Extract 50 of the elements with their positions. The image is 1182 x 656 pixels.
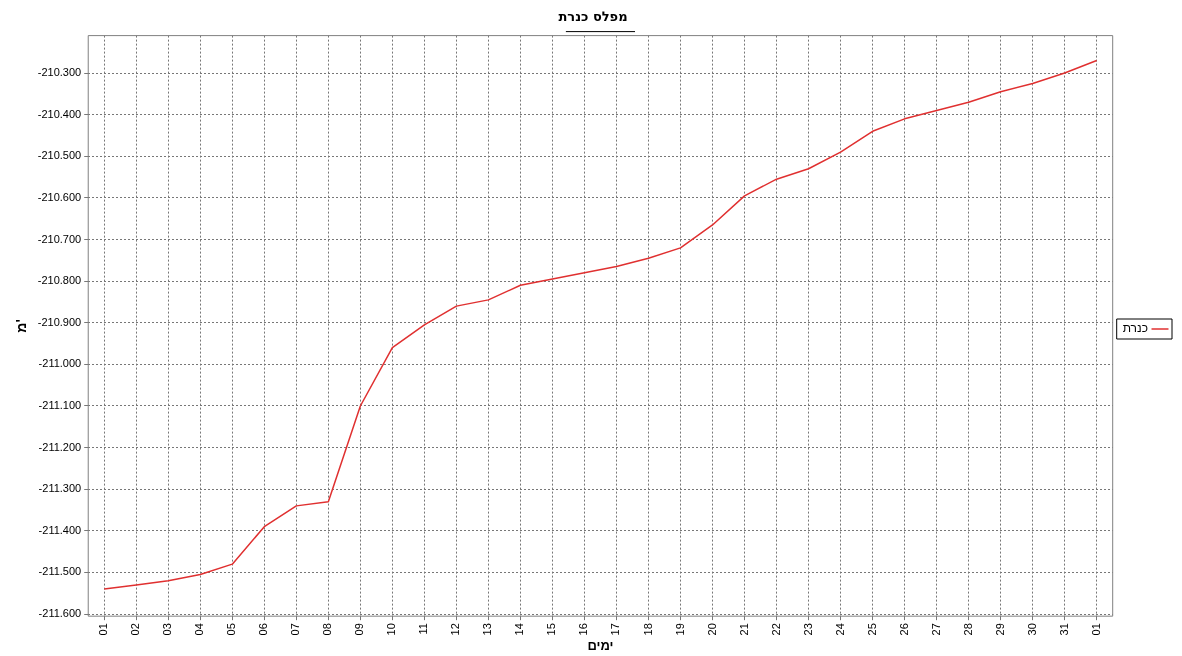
y-tick-label: -211.600 <box>38 607 82 620</box>
x-tick-label: 20 <box>705 623 718 636</box>
x-tick-label: 25 <box>865 623 878 636</box>
y-axis-title: מ' <box>13 319 30 333</box>
x-tick-label: 28 <box>961 623 974 636</box>
x-tick-label: 24 <box>833 623 846 636</box>
x-tick-label: 31 <box>1057 623 1070 636</box>
x-tick-label: 30 <box>1025 623 1038 636</box>
x-tick-label: 22 <box>769 623 782 636</box>
x-tick-label: 23 <box>801 623 814 636</box>
x-tick-label: 16 <box>577 623 590 636</box>
x-tick-label: 05 <box>225 623 238 636</box>
x-tick-label: 07 <box>289 623 302 636</box>
y-tick-label: -210.600 <box>37 190 82 203</box>
y-tick-label: -210.500 <box>37 149 82 162</box>
x-tick-label: 26 <box>897 623 910 636</box>
x-tick-label: 04 <box>193 623 206 636</box>
x-tick-label: 27 <box>929 623 942 636</box>
y-tick-label: -210.800 <box>37 274 82 287</box>
y-tick-label: -210.900 <box>37 315 82 328</box>
x-tick-label: 06 <box>257 623 270 636</box>
y-tick-label: -211.400 <box>38 523 82 536</box>
x-tick-label: 02 <box>129 623 142 636</box>
y-tick-label: -211.300 <box>38 482 82 495</box>
x-tick-label: 03 <box>161 623 174 636</box>
x-axis-title: ימים <box>587 637 614 653</box>
y-tick-label: -210.400 <box>37 107 82 120</box>
y-tick-label: -210.700 <box>37 232 82 245</box>
x-tick-label: 08 <box>321 623 334 636</box>
x-tick-label: 19 <box>673 623 686 636</box>
x-tick-label: 17 <box>609 623 622 636</box>
y-tick-label: -211.000 <box>38 357 82 370</box>
x-tick-label: 01 <box>97 623 110 636</box>
y-tick-label: -211.100 <box>38 399 82 412</box>
y-tick-label: -211.200 <box>38 440 82 453</box>
x-tick-label: 14 <box>513 623 526 636</box>
x-tick-label: 29 <box>993 623 1006 636</box>
x-tick-label: 10 <box>385 623 398 636</box>
x-tick-label: 11 <box>417 623 430 635</box>
y-tick-label: -210.300 <box>37 66 82 79</box>
x-tick-label: 01 <box>1089 623 1102 636</box>
chart-title: מפלס כנרת <box>558 9 628 25</box>
x-tick-label: 18 <box>641 623 654 636</box>
y-tick-label: -211.500 <box>38 565 82 578</box>
legend-label: כנרת <box>1122 321 1148 336</box>
x-tick-label: 21 <box>737 623 750 636</box>
x-tick-label: 13 <box>481 623 494 636</box>
x-tick-label: 09 <box>353 623 366 636</box>
x-tick-label: 12 <box>449 623 462 636</box>
x-tick-label: 15 <box>545 623 558 636</box>
